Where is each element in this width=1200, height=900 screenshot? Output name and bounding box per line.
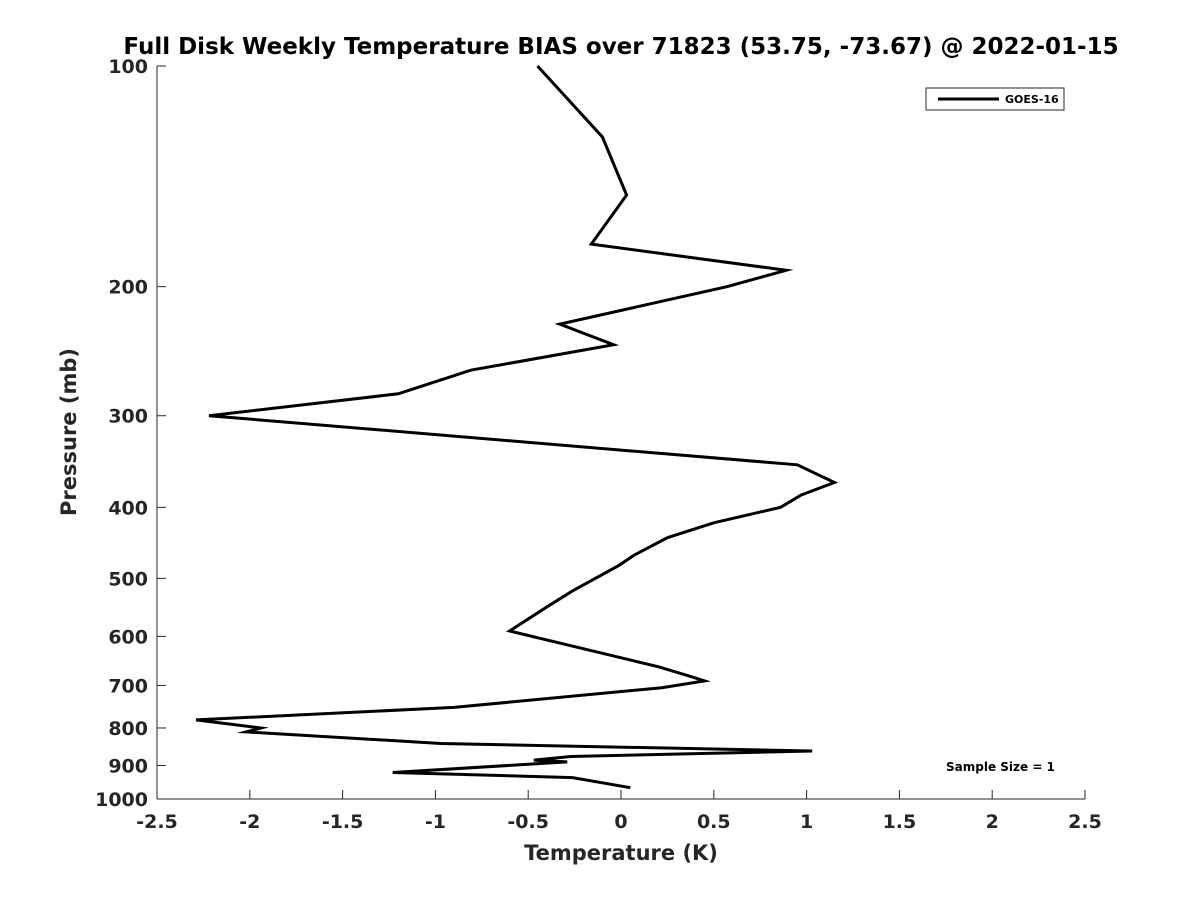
sample-size-annotation: Sample Size = 1 bbox=[946, 760, 1055, 774]
chart-title: Full Disk Weekly Temperature BIAS over 7… bbox=[123, 34, 1118, 60]
series-layer bbox=[195, 64, 839, 790]
x-tick-label: -2 bbox=[239, 811, 260, 833]
x-tick-label: 0 bbox=[614, 811, 627, 833]
legend: GOES-16 bbox=[925, 87, 1065, 111]
x-tick-label: -1 bbox=[425, 811, 446, 833]
y-axis-ticks: 100 200 300 400 500 600 700 800 900 1000 bbox=[95, 56, 166, 811]
x-tick-label: 1 bbox=[800, 811, 813, 833]
axes-box bbox=[156, 66, 1085, 800]
series-line-goes-16 bbox=[195, 64, 839, 790]
x-tick-label: 2.5 bbox=[1068, 811, 1102, 833]
x-tick-label: 0.5 bbox=[697, 811, 731, 833]
y-tick-label: 600 bbox=[108, 626, 148, 648]
x-tick-label: 2 bbox=[986, 811, 999, 833]
x-tick-label: -0.5 bbox=[507, 811, 549, 833]
y-tick-label: 200 bbox=[108, 277, 148, 299]
y-axis-label: Pressure (mb) bbox=[57, 348, 81, 516]
y-tick-label: 700 bbox=[108, 675, 148, 697]
x-axis-label: Temperature (K) bbox=[524, 841, 718, 865]
y-tick-label: 1000 bbox=[95, 789, 148, 811]
y-tick-label: 500 bbox=[108, 568, 148, 590]
y-tick-label: 800 bbox=[108, 718, 148, 740]
x-tick-label: -2.5 bbox=[136, 811, 178, 833]
y-tick-label: 900 bbox=[108, 755, 148, 777]
plot-area bbox=[157, 66, 1085, 799]
y-tick-label: 400 bbox=[108, 497, 148, 519]
legend-entry-goes-16: GOES-16 bbox=[1005, 93, 1059, 106]
x-tick-label: -1.5 bbox=[322, 811, 364, 833]
y-tick-label: 100 bbox=[108, 56, 148, 78]
x-tick-label: 1.5 bbox=[883, 811, 917, 833]
x-axis-ticks: -2.5 -2 -1.5 -1 -0.5 0 0.5 1 1.5 2 2.5 bbox=[136, 790, 1102, 833]
y-tick-label: 300 bbox=[108, 406, 148, 428]
